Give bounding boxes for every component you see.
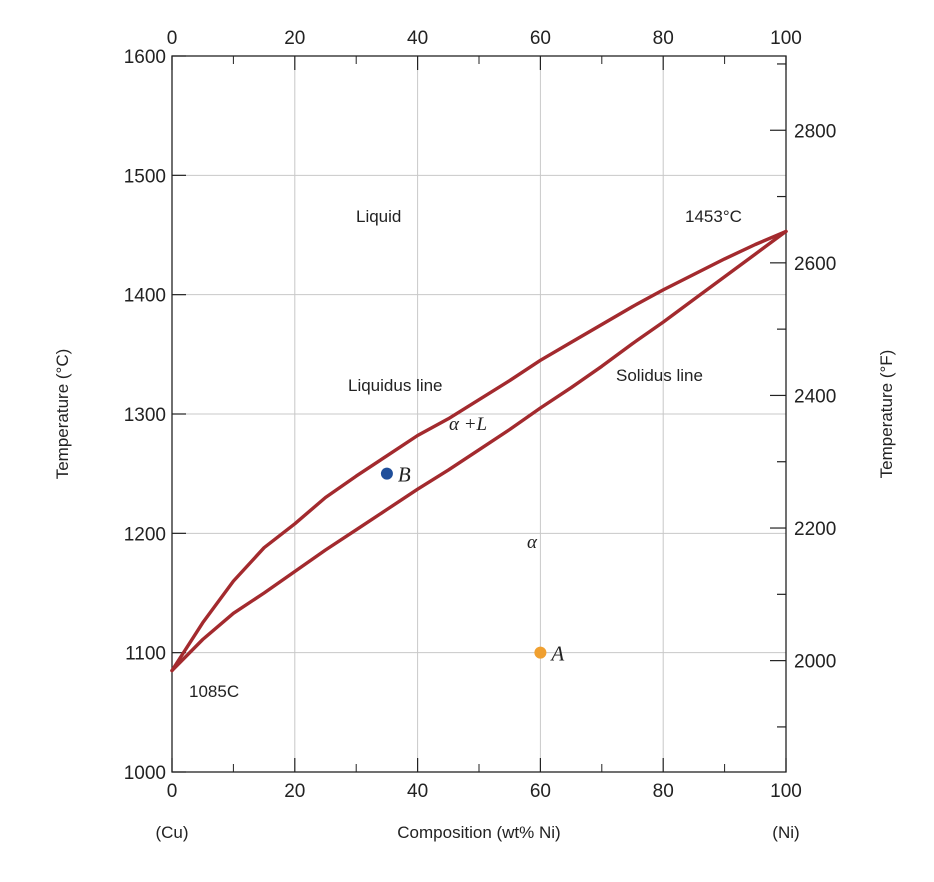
y2-tick-label-2400: 2400 <box>794 386 836 407</box>
x-tick-label-top-60: 60 <box>530 28 551 49</box>
x-axis-title: Composition (wt% Ni) <box>397 823 560 842</box>
y2-tick-label-2800: 2800 <box>794 121 836 142</box>
annotation-solidus-line: Solidus line <box>616 366 703 385</box>
x-tick-label-top-20: 20 <box>284 28 305 49</box>
y-tick-label-left-1600: 1600 <box>124 47 166 68</box>
y2-tick-label-2000: 2000 <box>794 652 836 673</box>
phase-curves <box>170 229 788 673</box>
y-axis-title-right: Temperature (°F) <box>877 350 896 479</box>
point-label-a: A <box>549 642 564 666</box>
y-tick-label-left-1500: 1500 <box>124 166 166 187</box>
annotation-liquidus-line: Liquidus line <box>348 376 443 395</box>
x-tick-label-bottom-20: 20 <box>284 781 305 802</box>
y-tick-label-left-1300: 1300 <box>124 405 166 426</box>
y2-tick-label-2600: 2600 <box>794 254 836 275</box>
x-tick-label-bottom-40: 40 <box>407 781 428 802</box>
axis-ticks <box>171 55 787 773</box>
point-label-b: B <box>398 463 411 487</box>
x-tick-label-bottom-0: 0 <box>167 781 178 802</box>
data-points: AB <box>380 463 564 666</box>
y-tick-label-left-1100: 1100 <box>125 644 166 665</box>
point-b <box>380 467 393 480</box>
annotation-cu-melting-point: 1085C <box>189 682 239 701</box>
x-tick-label-top-100: 100 <box>770 28 802 49</box>
annotation-liquid: Liquid <box>356 207 401 226</box>
liquidus-curve <box>170 229 788 673</box>
y-tick-label-left-1200: 1200 <box>124 524 166 545</box>
y-tick-label-left-1400: 1400 <box>124 286 166 307</box>
x-axis-end-label-cu: (Cu) <box>155 823 188 842</box>
x-tick-label-top-80: 80 <box>653 28 674 49</box>
x-tick-label-top-0: 0 <box>167 28 178 49</box>
x-tick-label-bottom-100: 100 <box>770 781 802 802</box>
annotation-ni-melting-point: 1453°C <box>685 207 742 226</box>
point-a <box>534 646 547 659</box>
solidus-curve <box>170 229 788 673</box>
annotation-alpha-region: α <box>527 532 538 553</box>
y-tick-label-left-1000: 1000 <box>124 763 166 784</box>
grid-lines <box>172 56 786 772</box>
axis-tick-labels: 0 0 20 20 40 40 60 60 80 80 100 100 1000 1100 1200 1300… <box>124 28 837 802</box>
y-axis-title-left: Temperature (°C) <box>53 349 72 480</box>
x-axis-end-label-ni: (Ni) <box>772 823 799 842</box>
x-tick-label-top-40: 40 <box>407 28 428 49</box>
y2-tick-label-2200: 2200 <box>794 519 836 540</box>
annotation-alpha-plus-liquid: α +L <box>449 414 487 435</box>
x-tick-label-bottom-60: 60 <box>530 781 551 802</box>
x-tick-label-bottom-80: 80 <box>653 781 674 802</box>
